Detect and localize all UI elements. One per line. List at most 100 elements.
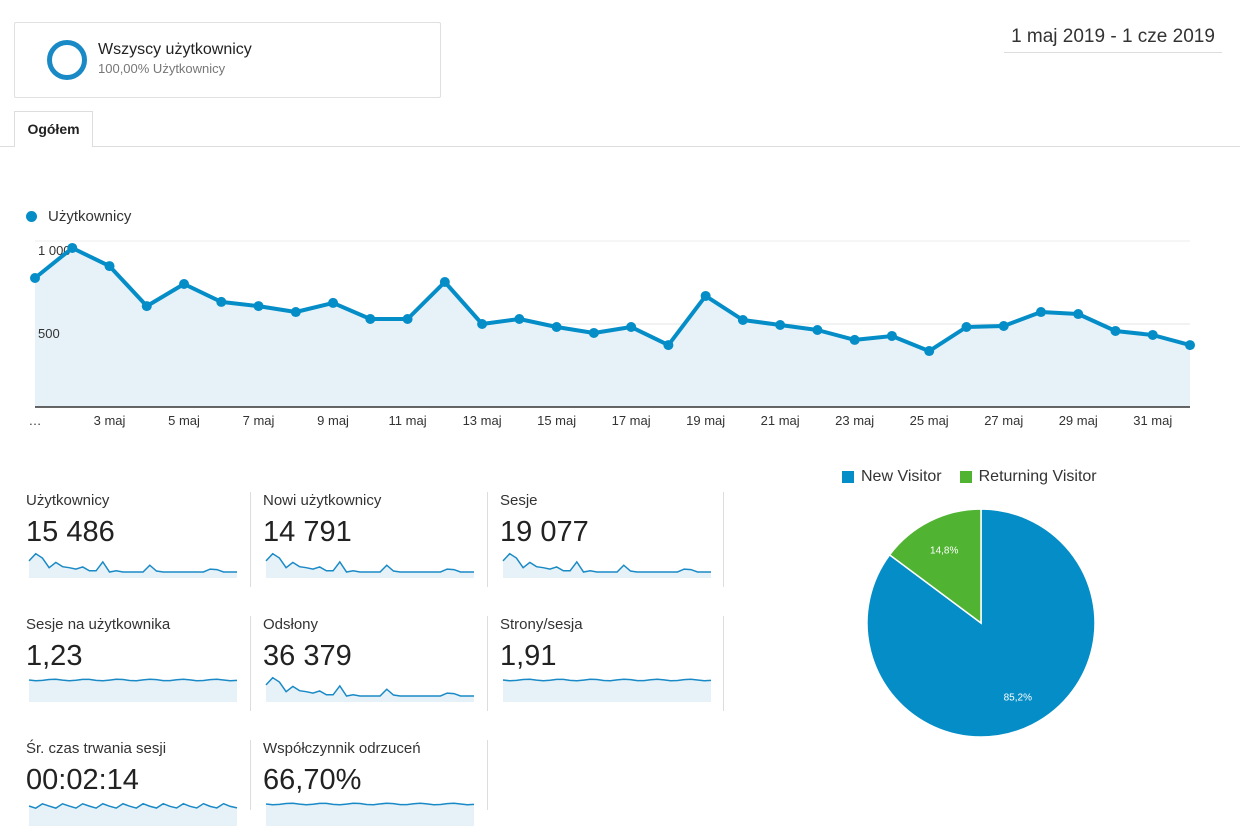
- data-point[interactable]: [1110, 325, 1121, 336]
- x-tick-label: 3 maj: [94, 413, 126, 428]
- x-tick-label: 5 maj: [168, 413, 200, 428]
- metric-label: Śr. czas trwania sesji: [26, 740, 167, 757]
- metric-sparkline: [28, 678, 238, 702]
- metric-sparkline: [265, 552, 474, 578]
- metric-tile[interactable]: Strony/sesja 1,91: [500, 616, 737, 711]
- data-point[interactable]: [402, 314, 413, 325]
- line-chart-legend: Użytkownicy: [26, 208, 131, 225]
- metric-tile[interactable]: Użytkownicy 15 486: [26, 492, 263, 587]
- data-point[interactable]: [1147, 329, 1158, 340]
- sparkline-area: [266, 677, 474, 702]
- legend-swatch-icon: [842, 471, 854, 483]
- x-tick-label: 29 maj: [1059, 413, 1098, 428]
- metric-label: Nowi użytkownicy: [263, 492, 382, 509]
- legend-label: Returning Visitor: [978, 468, 1097, 485]
- data-point[interactable]: [998, 320, 1009, 331]
- x-tick-label: 9 maj: [317, 413, 349, 428]
- data-point[interactable]: [477, 319, 488, 329]
- sparkline-area: [503, 679, 711, 702]
- sparkline-area: [503, 553, 711, 578]
- tile-separator: [250, 740, 251, 810]
- x-tick-label: 31 maj: [1133, 413, 1172, 428]
- data-point[interactable]: [104, 261, 115, 272]
- data-point[interactable]: [1035, 307, 1046, 318]
- sparkline-area: [29, 553, 237, 578]
- data-point[interactable]: [551, 321, 562, 332]
- data-point[interactable]: [775, 319, 786, 330]
- metric-tile[interactable]: Nowi użytkownicy 14 791: [263, 492, 500, 587]
- visitor-type-pie-chart: 85,2% 14,8%: [866, 508, 1096, 738]
- metric-sparkline: [28, 802, 238, 826]
- x-tick-label: 13 maj: [463, 413, 502, 428]
- x-tick-label: 17 maj: [612, 413, 651, 428]
- tab-divider: [0, 146, 1240, 147]
- tile-separator: [487, 740, 488, 810]
- data-point[interactable]: [663, 340, 674, 351]
- metric-tile[interactable]: Sesje na użytkownika 1,23: [26, 616, 263, 711]
- metric-sparkline: [28, 552, 237, 578]
- sparkline-line: [28, 552, 237, 573]
- metric-sparkline: [265, 802, 475, 826]
- tile-separator: [250, 492, 251, 587]
- data-point[interactable]: [30, 273, 40, 284]
- sparkline-area: [29, 679, 237, 702]
- tile-separator: [487, 492, 488, 587]
- data-point[interactable]: [737, 315, 748, 326]
- data-point[interactable]: [179, 278, 190, 289]
- data-point[interactable]: [328, 297, 339, 308]
- data-point[interactable]: [812, 324, 823, 335]
- users-line: [33, 246, 1191, 354]
- data-point[interactable]: [1185, 340, 1195, 351]
- segment-ring-icon: [47, 40, 87, 80]
- legend-new-visitor[interactable]: New Visitor: [842, 468, 942, 486]
- data-point[interactable]: [588, 327, 599, 338]
- date-range-picker[interactable]: 1 maj 2019 - 1 cze 2019: [1004, 26, 1222, 53]
- data-point[interactable]: [1073, 309, 1084, 320]
- metric-value: 1,23: [26, 640, 83, 672]
- data-point[interactable]: [365, 314, 376, 325]
- data-point[interactable]: [67, 242, 78, 253]
- metric-value: 36 379: [263, 640, 352, 672]
- data-point[interactable]: [141, 301, 152, 312]
- sparkline-line: [28, 802, 238, 809]
- data-point[interactable]: [514, 314, 525, 325]
- metric-value: 14 791: [263, 516, 352, 548]
- pie-slice[interactable]: [888, 508, 982, 625]
- sparkline-line: [502, 552, 711, 573]
- data-point[interactable]: [924, 346, 935, 357]
- data-point[interactable]: [700, 290, 711, 301]
- data-point[interactable]: [253, 301, 264, 312]
- segment-card[interactable]: Wszyscy użytkownicy 100,00% Użytkownicy: [14, 22, 441, 98]
- sparkline-area: [266, 803, 474, 826]
- data-point[interactable]: [290, 307, 301, 318]
- y-tick-label: 500: [38, 326, 60, 341]
- metric-tile[interactable]: Współczynnik odrzuceń 66,70%: [263, 740, 500, 835]
- x-tick-label: 11 maj: [389, 413, 427, 428]
- metric-value: 66,70%: [263, 764, 362, 796]
- metric-tile[interactable]: Odsłony 36 379: [263, 616, 500, 711]
- metric-tile[interactable]: Śr. czas trwania sesji 00:02:14: [26, 740, 263, 835]
- x-tick-label: 15 maj: [537, 413, 576, 428]
- metric-tile[interactable]: Sesje 19 077: [500, 492, 737, 587]
- metric-label: Strony/sesja: [500, 616, 583, 633]
- tile-separator: [723, 616, 724, 711]
- legend-label: Użytkownicy: [48, 208, 132, 225]
- tile-separator: [723, 492, 724, 587]
- tab-overview[interactable]: Ogółem: [14, 111, 93, 147]
- data-point[interactable]: [961, 321, 972, 332]
- data-point[interactable]: [626, 321, 637, 332]
- metric-value: 19 077: [500, 516, 589, 548]
- tile-separator: [250, 616, 251, 711]
- metric-sparkline: [502, 552, 711, 578]
- data-point[interactable]: [439, 277, 450, 288]
- data-point[interactable]: [216, 296, 227, 307]
- data-point[interactable]: [886, 330, 897, 341]
- x-tick-label: 19 maj: [686, 413, 725, 428]
- pie-slice-label: 14,8%: [930, 546, 958, 557]
- segment-subtitle: 100,00% Użytkownicy: [98, 61, 226, 76]
- sparkline-line: [265, 552, 474, 573]
- legend-returning-visitor[interactable]: Returning Visitor: [959, 468, 1097, 486]
- x-tick-label: 27 maj: [984, 413, 1023, 428]
- pie-legend: New Visitor Returning Visitor: [842, 468, 1115, 486]
- data-point[interactable]: [849, 334, 860, 345]
